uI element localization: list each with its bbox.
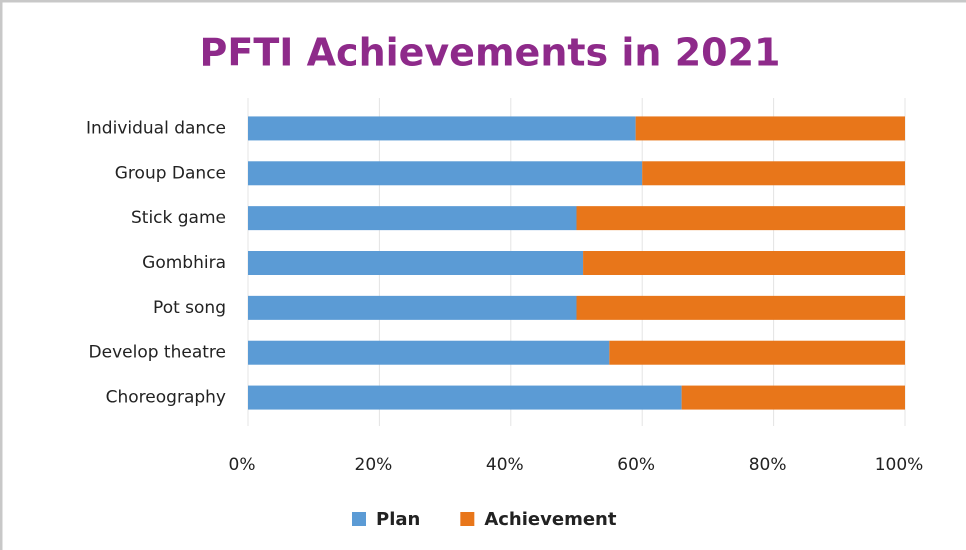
- x-tick-label: 80%: [749, 455, 787, 475]
- bar-segment: [248, 161, 643, 186]
- bar-segment: [576, 206, 905, 231]
- bar-segment: [609, 340, 905, 365]
- bar-segment: [248, 206, 577, 231]
- legend-label: Plan: [376, 509, 420, 530]
- bar-segment: [248, 340, 610, 365]
- x-tick-label: 100%: [875, 455, 924, 475]
- bar-segment: [583, 251, 905, 275]
- y-tick-label: Group Dance: [115, 163, 226, 183]
- y-tick-label: Stick game: [131, 208, 226, 228]
- x-tick-label: 0%: [229, 455, 256, 475]
- bar-segment: [642, 161, 905, 186]
- x-tick-label: 60%: [617, 455, 655, 475]
- legend-swatch: [460, 512, 475, 526]
- legend-label: Achievement: [484, 509, 617, 530]
- y-tick-label: Gombhira: [142, 253, 226, 273]
- y-tick-label: Individual dance: [86, 118, 226, 138]
- x-tick-label: 40%: [486, 455, 524, 475]
- y-tick-label: Develop theatre: [89, 343, 226, 363]
- y-tick-label: Pot song: [153, 298, 226, 318]
- bar-segment: [248, 251, 584, 275]
- bar-segment: [576, 295, 905, 320]
- bar-segment: [248, 385, 682, 410]
- bar-segment: [681, 385, 905, 410]
- bar-segment: [635, 116, 905, 141]
- y-tick-label: Choreography: [106, 388, 226, 408]
- bar-segment: [248, 295, 577, 320]
- x-tick-label: 20%: [355, 455, 393, 475]
- legend-swatch: [352, 512, 366, 526]
- bar-segment: [248, 116, 636, 141]
- chart-title: PFTI Achievements in 2021: [200, 31, 781, 75]
